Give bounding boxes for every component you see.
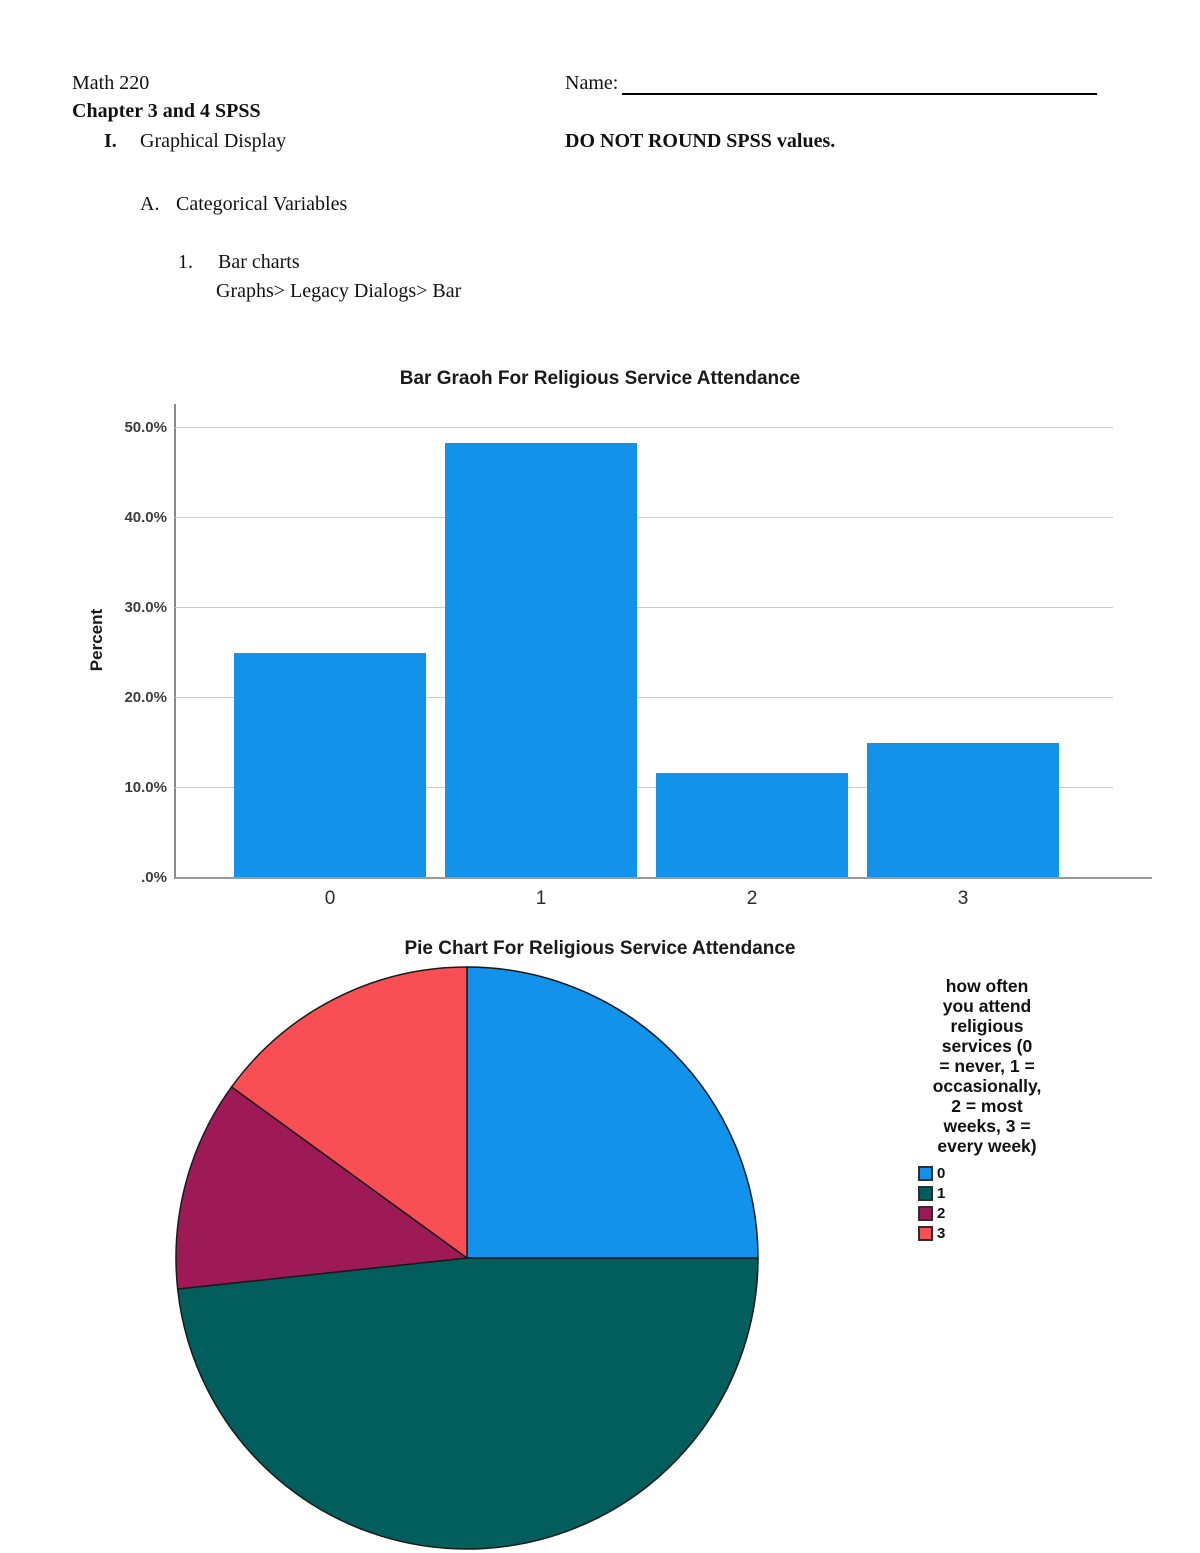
legend-title-line: weeks, 3 = — [943, 1116, 1031, 1136]
legend-title-line: 2 = most — [951, 1096, 1023, 1116]
gridline — [175, 517, 1113, 519]
y-tick-label: 40.0% — [124, 508, 167, 526]
do-not-round-note: DO NOT ROUND SPSS values. — [565, 130, 836, 152]
legend-title-line: = never, 1 = — [939, 1056, 1035, 1076]
name-label: Name: — [565, 72, 619, 94]
y-tick-label: 10.0% — [124, 778, 167, 796]
x-tick-label: 2 — [746, 888, 758, 909]
legend-item-label: 0 — [937, 1164, 946, 1182]
legend-title-line: services (0 — [941, 1036, 1033, 1056]
legend-swatch — [918, 1205, 933, 1221]
legend-item-label: 2 — [937, 1204, 946, 1222]
legend-item-3: 3 — [918, 1223, 1122, 1243]
legend-item-label: 1 — [937, 1184, 946, 1202]
pie-slice-1 — [176, 1257, 759, 1550]
gridline — [175, 427, 1113, 429]
x-axis-line — [175, 877, 1152, 879]
bar-category-3 — [867, 742, 1059, 878]
page-title: Chapter 3 and 4 SPSS — [72, 100, 261, 122]
legend-title-line: religious — [950, 1016, 1024, 1036]
legend-item-2: 2 — [918, 1203, 1122, 1223]
gridline — [175, 697, 1113, 699]
legend-title-line: every week) — [937, 1136, 1037, 1156]
section-title: Graphical Display — [140, 130, 287, 152]
subsection-letter: A. — [140, 193, 160, 215]
item-title: Bar charts — [218, 251, 300, 273]
pie-slice-2 — [175, 1085, 470, 1290]
bar-category-0 — [234, 652, 426, 878]
y-tick-label: .0% — [141, 869, 167, 886]
legend-title-line: you attend — [942, 996, 1032, 1016]
legend-item-1: 1 — [918, 1183, 1122, 1203]
legend-swatch — [918, 1185, 933, 1201]
pie-legend-items: 0 1 2 3 — [918, 1163, 1122, 1243]
gridline — [175, 787, 1113, 789]
legend-title-line: how often — [945, 976, 1029, 996]
legend-item-0: 0 — [918, 1163, 1122, 1183]
gridline — [175, 607, 1113, 609]
x-tick-label: 0 — [324, 888, 336, 909]
legend-item-label: 3 — [937, 1224, 946, 1242]
item-number: 1. — [178, 251, 193, 273]
y-tick-label: 20.0% — [124, 688, 167, 706]
y-tick-label: 30.0% — [124, 598, 167, 616]
menu-path: Graphs> Legacy Dialogs> Bar — [216, 280, 462, 302]
pie-legend-title: how often you attend religious services (0 =… — [852, 976, 1122, 1156]
legend-title-line: occasionally, — [932, 1076, 1042, 1096]
x-tick-label: 3 — [957, 888, 969, 909]
pie-slice-3 — [230, 966, 468, 1260]
bar-chart-title: Bar Graoh For Religious Service Attendan… — [399, 368, 801, 389]
course-label: Math 220 — [72, 72, 150, 94]
bar-category-2 — [656, 772, 848, 878]
bar-category-1 — [445, 442, 637, 878]
y-axis-line — [174, 404, 176, 879]
legend-swatch — [918, 1225, 933, 1241]
pie-slice-0 — [466, 966, 759, 1259]
section-numeral: I. — [104, 130, 117, 152]
x-tick-label: 1 — [535, 888, 547, 909]
legend-swatch — [918, 1165, 933, 1181]
y-tick-label: 50.0% — [124, 418, 167, 436]
pie-legend: how often you attend religious services (0 =… — [852, 976, 1122, 1243]
pie-chart — [175, 966, 759, 1550]
name-blank-line — [622, 73, 1097, 95]
bar-chart-y-axis-label: Percent — [87, 608, 106, 672]
subsection-title: Categorical Variables — [176, 193, 348, 215]
bar-plot-area: 50.0% 40.0% 30.0% 20.0% 10.0% .0% 0 1 2 3 — [124, 405, 1115, 909]
pie-chart-title: Pie Chart For Religious Service Attendan… — [404, 938, 796, 959]
